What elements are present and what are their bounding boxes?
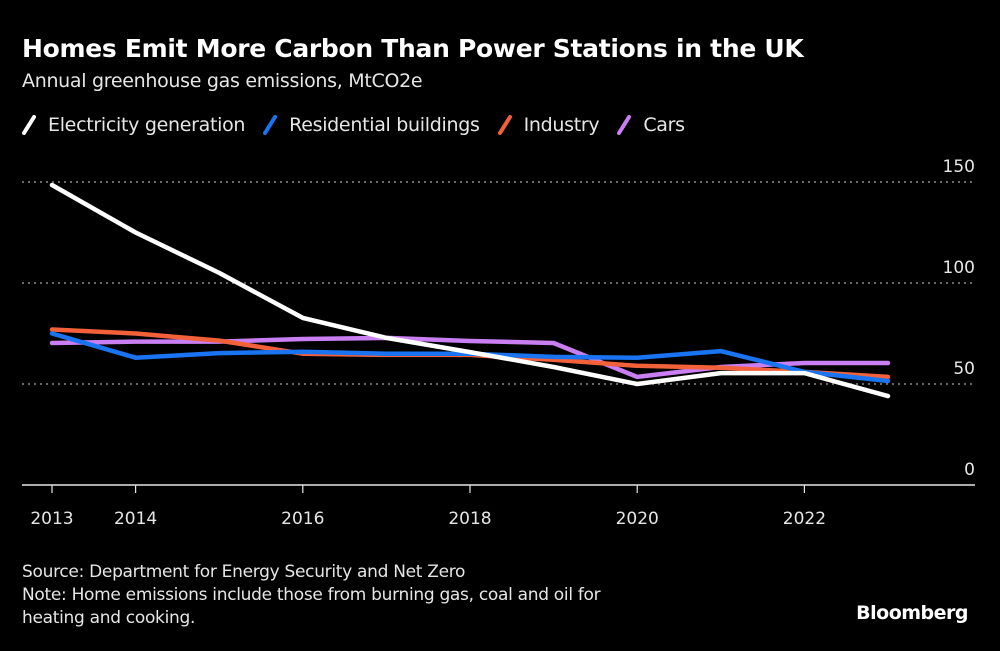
legend-label-residential: Residential buildings [289, 114, 480, 136]
legend-label-industry: Industry [523, 114, 600, 136]
legend-item-electricity: Electricity generation [22, 114, 245, 136]
legend-label-cars: Cars [643, 114, 685, 136]
x-tick-label-2014: 2014 [114, 509, 157, 529]
footer-notes: Source: Department for Energy Security a… [22, 561, 601, 630]
legend-swatch-residential [263, 115, 278, 135]
legend-swatch-line [22, 115, 36, 135]
legend-swatch-industry [497, 115, 512, 135]
note-line-2: heating and cooking. [22, 608, 196, 628]
legend-label-electricity: Electricity generation [48, 114, 246, 136]
y-tick-label-0: 0 [964, 460, 975, 480]
x-axis: 2013 2014 2016 2018 2020 2022 [22, 484, 975, 529]
series-lines [49, 182, 891, 399]
legend-swatch-cars [617, 115, 632, 135]
bloomberg-logo: Bloomberg [856, 602, 968, 624]
x-tick-label-2020: 2020 [616, 509, 659, 529]
series-line-electricity-generation [49, 182, 891, 399]
y-axis-ticks: 0 50 100 150 [943, 157, 975, 480]
chart-subtitle: Annual greenhouse gas emissions, MtCO2e [22, 70, 423, 92]
y-tick-label-150: 150 [943, 157, 975, 177]
y-tick-label-50: 50 [953, 359, 975, 379]
legend: Electricity generation Residential build… [22, 114, 703, 136]
legend-swatch-line [263, 115, 278, 135]
chart-title: Homes Emit More Carbon Than Power Statio… [22, 34, 804, 63]
source-note: Source: Department for Energy Security a… [22, 562, 466, 582]
x-tick-label-2022: 2022 [783, 509, 826, 529]
legend-swatch-line [497, 115, 512, 135]
y-tick-label-100: 100 [943, 258, 975, 278]
legend-item-cars: Cars [617, 114, 685, 136]
x-tick-label-2016: 2016 [281, 509, 324, 529]
x-tick-label-2018: 2018 [448, 509, 491, 529]
legend-swatch-electricity [22, 115, 36, 135]
legend-item-residential: Residential buildings [263, 114, 480, 136]
note-line-1: Note: Home emissions include those from … [22, 585, 601, 605]
legend-swatch-line [617, 115, 632, 135]
x-tick-label-2013: 2013 [30, 509, 73, 529]
legend-item-industry: Industry [497, 114, 600, 136]
series-line-cars [49, 335, 891, 380]
